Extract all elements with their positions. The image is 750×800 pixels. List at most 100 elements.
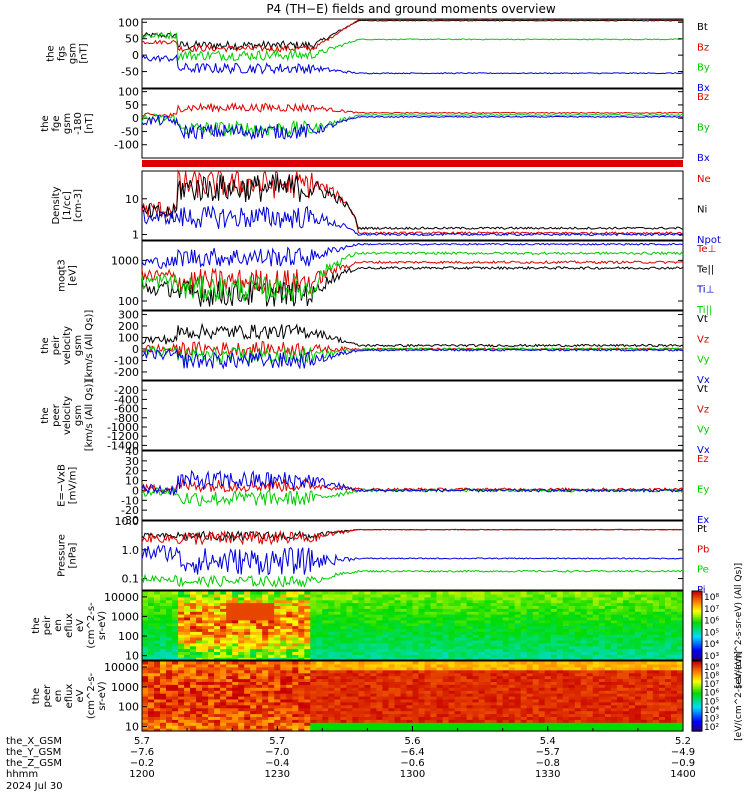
- spec-cell: [328, 725, 335, 729]
- spec-cell: [454, 628, 462, 632]
- spec-cell: [142, 713, 149, 717]
- spec-cell: [484, 596, 492, 601]
- spec-cell: [544, 599, 552, 604]
- spec-cell: [370, 687, 377, 691]
- spec-cell: [556, 690, 564, 694]
- spec-cell: [562, 654, 570, 658]
- spec-cell: [430, 631, 438, 635]
- spec-cell: [538, 602, 546, 606]
- spec-cell: [250, 608, 257, 612]
- spec-cell: [550, 713, 558, 717]
- spec-cell: [250, 687, 257, 691]
- spec-cell: [665, 631, 672, 635]
- spec-cell: [202, 616, 209, 621]
- spec-cell: [520, 657, 528, 661]
- spec-cell: [616, 654, 624, 658]
- spec-cell: [520, 608, 528, 612]
- spec-cell: [232, 713, 239, 717]
- spec-cell: [304, 645, 311, 650]
- spec-cell: [610, 661, 618, 665]
- spec-cell: [406, 707, 414, 712]
- spec-cell: [520, 605, 528, 609]
- spec-cell: [316, 704, 323, 709]
- spec-cell: [628, 608, 636, 612]
- spec-cell: [634, 684, 642, 688]
- spec-cell: [214, 628, 221, 632]
- spec-cell: [478, 663, 486, 668]
- spec-cell: [508, 704, 516, 709]
- spec-cell: [484, 619, 492, 624]
- colorbar-cell: [692, 623, 702, 627]
- spec-cell: [478, 651, 486, 655]
- spec-cell: [586, 666, 594, 671]
- colorbar-cell: [692, 597, 702, 601]
- spec-cell: [586, 639, 594, 644]
- spec-cell: [256, 631, 263, 635]
- spec-cell: [316, 696, 323, 700]
- spec-cell: [610, 593, 618, 598]
- spec-cell: [448, 722, 456, 726]
- spec-cell: [430, 722, 438, 726]
- spec-cell: [424, 654, 432, 658]
- spec-cell: [490, 722, 498, 726]
- spec-cell: [334, 663, 341, 668]
- colorbar-cell: [692, 710, 702, 713]
- spec-cell: [604, 722, 612, 726]
- spec-cell: [562, 651, 570, 655]
- spec-cell: [454, 663, 462, 668]
- spec-cell: [520, 625, 528, 629]
- spec-cell: [496, 591, 504, 595]
- spec-cell: [286, 690, 293, 694]
- spec-cell: [154, 672, 161, 677]
- x-row-label: the_X_GSM: [6, 736, 62, 747]
- spec-cell: [244, 725, 251, 729]
- spec-cell: [268, 684, 275, 688]
- spec-cell: [520, 663, 528, 668]
- x-tick-label: 5.6: [405, 736, 421, 747]
- spec-cell: [166, 719, 173, 723]
- spec-cell: [406, 642, 414, 647]
- spec-cell: [622, 593, 630, 598]
- spec-cell: [274, 663, 281, 668]
- spec-cell: [580, 681, 588, 685]
- spec-cell: [382, 687, 389, 691]
- y-tick-label: 50: [125, 99, 139, 112]
- spec-cell: [154, 716, 161, 720]
- spec-cell: [478, 728, 486, 732]
- spec-cell: [148, 725, 155, 729]
- spec-cell: [610, 591, 618, 595]
- spec-cell: [418, 631, 426, 635]
- colorbar-cell: [692, 625, 702, 628]
- spec-cell: [436, 654, 444, 658]
- spec-cell: [184, 616, 191, 621]
- spec-cell: [448, 654, 456, 658]
- spec-cell: [244, 622, 251, 627]
- spec-cell: [556, 725, 564, 729]
- spec-cell: [448, 628, 456, 632]
- spec-cell: [220, 707, 227, 712]
- colorbar-cell: [692, 690, 702, 694]
- spec-cell: [580, 654, 588, 658]
- spec-cell: [442, 593, 450, 598]
- spec-cell: [268, 728, 275, 732]
- spec-cell: [418, 593, 426, 598]
- spec-cell: [382, 616, 389, 621]
- spec-cell: [370, 675, 377, 680]
- spec-cell: [418, 713, 426, 717]
- spec-cell: [556, 663, 564, 668]
- spec-cell: [460, 725, 468, 729]
- spec-cell: [202, 666, 209, 671]
- spec-cell: [268, 645, 275, 650]
- spec-cell: [394, 713, 402, 717]
- spec-cell: [484, 625, 492, 629]
- spec-cell: [436, 681, 444, 685]
- spec-cell: [652, 687, 660, 691]
- spec-cell: [358, 591, 365, 595]
- spec-cell: [316, 645, 323, 650]
- spec-cell: [286, 634, 293, 638]
- spec-cell: [214, 611, 221, 615]
- spec-cell: [514, 696, 522, 700]
- spec-cell: [172, 698, 179, 703]
- spec-cell: [448, 625, 456, 629]
